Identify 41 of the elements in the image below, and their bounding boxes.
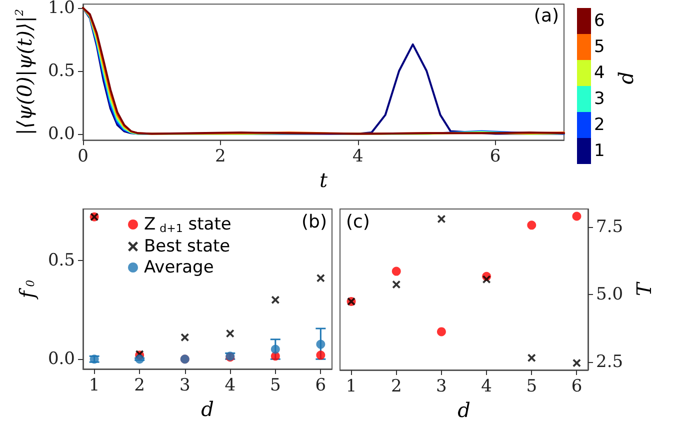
annotation: (a): [534, 6, 560, 26]
legend-label: Average: [144, 258, 214, 278]
y-tick-label: 0.5: [48, 250, 75, 270]
legend-label: 6: [594, 11, 605, 31]
x-tick-label: 4: [352, 146, 364, 167]
x-tick-label: 2: [390, 376, 402, 396]
annotation: (c): [346, 212, 370, 232]
x-tick-label: 6: [571, 376, 582, 396]
x-tick-label: 2: [215, 146, 226, 167]
y-tick-label: 0.5: [48, 60, 75, 81]
annotation: (b): [302, 212, 328, 232]
x-tick-label: 4: [481, 376, 492, 396]
legend-label: 4: [594, 63, 605, 83]
y-tick-label: 7.5: [596, 217, 624, 238]
x-tick-label: 1: [346, 376, 357, 396]
x-axis-title: t: [319, 168, 328, 192]
legend-label: 3: [594, 89, 605, 109]
x-tick-label: 3: [436, 376, 447, 396]
legend-label: 2: [594, 115, 605, 135]
y-tick-label: 0.0: [48, 124, 75, 144]
y-tick-label: 2.5: [596, 352, 624, 372]
x-tick-label: 5: [526, 376, 538, 396]
x-tick-label: 3: [179, 376, 190, 396]
legend-title: d: [614, 71, 638, 84]
x-axis-title: d: [458, 398, 470, 422]
legend-label: 5: [594, 37, 605, 57]
y-axis-title: |⟨ψ(0)|ψ(t)⟩|2: [12, 9, 36, 136]
x-tick-label: 0: [78, 146, 88, 167]
x-axis-title: d: [201, 397, 214, 421]
y-tick-label: 0.0: [48, 349, 75, 370]
x-tick-label: 2: [134, 376, 146, 396]
y-tick-label: 1.0: [48, 0, 75, 18]
x-tick-label: 6: [490, 146, 501, 167]
y-tick-label: 5.0: [596, 284, 624, 304]
y-axis-title: f0: [15, 280, 40, 300]
x-tick-label: 4: [224, 376, 236, 396]
x-tick-label: 6: [315, 376, 326, 396]
legend-label: Best state: [144, 236, 230, 256]
x-tick-label: 1: [88, 376, 100, 396]
x-tick-label: 5: [270, 376, 281, 396]
y-axis-title: T: [632, 281, 656, 296]
